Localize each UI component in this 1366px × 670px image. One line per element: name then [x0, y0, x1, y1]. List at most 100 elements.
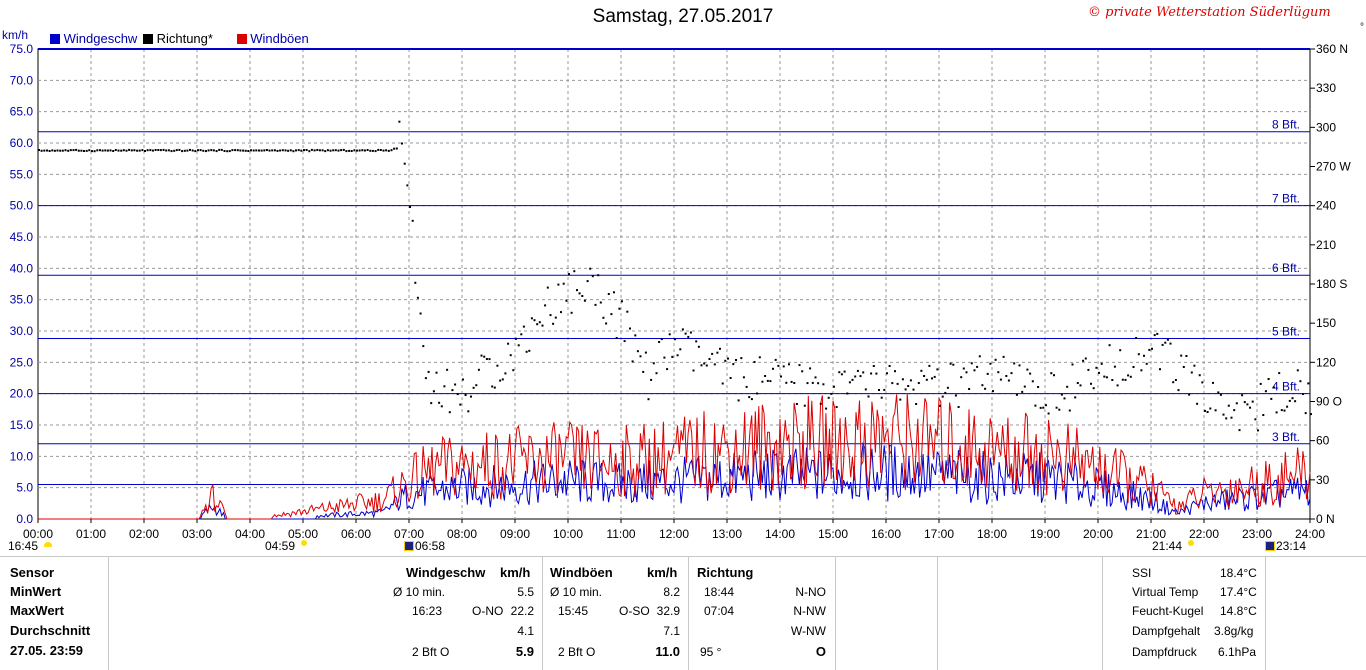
direction-point: [817, 382, 820, 385]
windgeschw-now-bft: 2 Bft O: [412, 645, 450, 659]
direction-point: [247, 150, 250, 152]
direction-point: [689, 331, 692, 334]
windboeen-now-value: 11.0: [655, 644, 680, 659]
direction-point: [999, 378, 1002, 381]
direction-point: [91, 150, 93, 153]
direction-point: [202, 149, 205, 152]
direction-point: [504, 372, 507, 375]
direction-point: [851, 378, 854, 381]
y-left-tick-label: 30.0: [10, 324, 34, 338]
direction-point: [287, 149, 290, 152]
direction-point: [218, 148, 221, 151]
direction-point: [854, 375, 857, 378]
direction-point: [1090, 382, 1092, 385]
direction-point: [1029, 372, 1032, 375]
direction-point: [1082, 359, 1085, 362]
y-left-tick-label: 10.0: [10, 449, 34, 463]
legend: Windgeschw Richtung* Windböen: [50, 31, 309, 46]
direction-point: [316, 149, 319, 151]
direction-point: [507, 342, 510, 345]
dampfgehalt-label: Dampfgehalt: [1132, 624, 1201, 638]
y-left-tick-label: 65.0: [10, 105, 34, 119]
direction-point: [255, 149, 258, 152]
windboeen-now-bft: 2 Bft O: [558, 645, 596, 659]
y-right-tick-label: 0 N: [1316, 512, 1335, 526]
richtung-header: Richtung: [697, 565, 754, 580]
direction-point: [517, 344, 520, 347]
direction-point: [992, 390, 994, 393]
x-tick-label: 18:00: [977, 527, 1007, 541]
direction-point: [496, 364, 499, 367]
direction-point: [215, 150, 218, 153]
direction-point: [462, 378, 464, 381]
direction-point: [716, 351, 719, 354]
y-right-tick-label: 270 W: [1316, 160, 1351, 174]
direction-point: [1023, 385, 1026, 388]
direction-point: [398, 120, 401, 123]
direction-point: [1291, 397, 1294, 400]
x-tick-label: 12:00: [659, 527, 689, 541]
direction-point: [1190, 371, 1193, 374]
direction-point: [220, 148, 223, 151]
direction-point: [40, 149, 43, 152]
direction-point: [859, 375, 862, 378]
direction-point: [761, 380, 764, 383]
direction-point: [250, 149, 252, 152]
chart-title: Samstag, 27.05.2017: [592, 6, 774, 27]
sun-time-label: 16:45: [8, 539, 39, 553]
direction-point: [679, 348, 682, 351]
direction-point: [713, 363, 716, 366]
direction-point: [780, 375, 782, 378]
direction-point: [80, 149, 83, 152]
direction-point: [515, 337, 517, 340]
direction-point: [385, 149, 388, 152]
direction-point: [1217, 391, 1220, 394]
row-label-now: 27.05. 23:59: [10, 643, 84, 658]
direction-point: [305, 149, 308, 151]
direction-point: [356, 149, 358, 152]
y-left-tick-label: 55.0: [10, 167, 34, 181]
left-axis-unit: km/h: [2, 28, 29, 42]
direction-point: [925, 378, 928, 381]
direction-point: [358, 149, 361, 152]
direction-point: [546, 286, 549, 289]
y-right-tick-label: 330: [1316, 81, 1336, 95]
direction-point: [618, 307, 621, 310]
direction-point: [650, 378, 653, 381]
direction-point: [128, 148, 131, 151]
direction-point: [1068, 409, 1071, 412]
direction-point: [234, 149, 237, 152]
direction-point: [1166, 338, 1169, 341]
direction-point: [324, 150, 327, 153]
x-tick-label: 03:00: [182, 527, 212, 541]
direction-point: [271, 149, 274, 152]
direction-point: [493, 386, 496, 389]
direction-point: [557, 283, 560, 286]
direction-point: [1196, 402, 1199, 405]
direction-point: [912, 388, 915, 391]
direction-point: [72, 149, 75, 152]
x-tick-label: 13:00: [712, 527, 742, 541]
direction-point: [782, 365, 785, 368]
direction-point: [138, 149, 141, 152]
direction-point: [1076, 382, 1079, 384]
direction-point: [260, 149, 263, 152]
direction-point: [1063, 397, 1066, 400]
direction-point: [541, 324, 544, 327]
direction-point: [133, 149, 136, 152]
direction-point: [583, 299, 586, 302]
direction-point: [1257, 429, 1259, 432]
direction-point: [936, 368, 939, 371]
direction-point: [549, 314, 552, 317]
y-left-tick-label: 15.0: [10, 418, 34, 432]
direction-point: [268, 149, 271, 152]
y-left-tick-label: 45.0: [10, 230, 34, 244]
direction-point: [1079, 384, 1082, 387]
direction-point: [533, 319, 536, 322]
direction-point: [1275, 411, 1278, 414]
direction-point: [1145, 362, 1148, 365]
direction-point: [48, 150, 51, 152]
direction-point: [1174, 379, 1177, 381]
direction-point: [790, 380, 793, 383]
direction-point: [962, 367, 965, 370]
